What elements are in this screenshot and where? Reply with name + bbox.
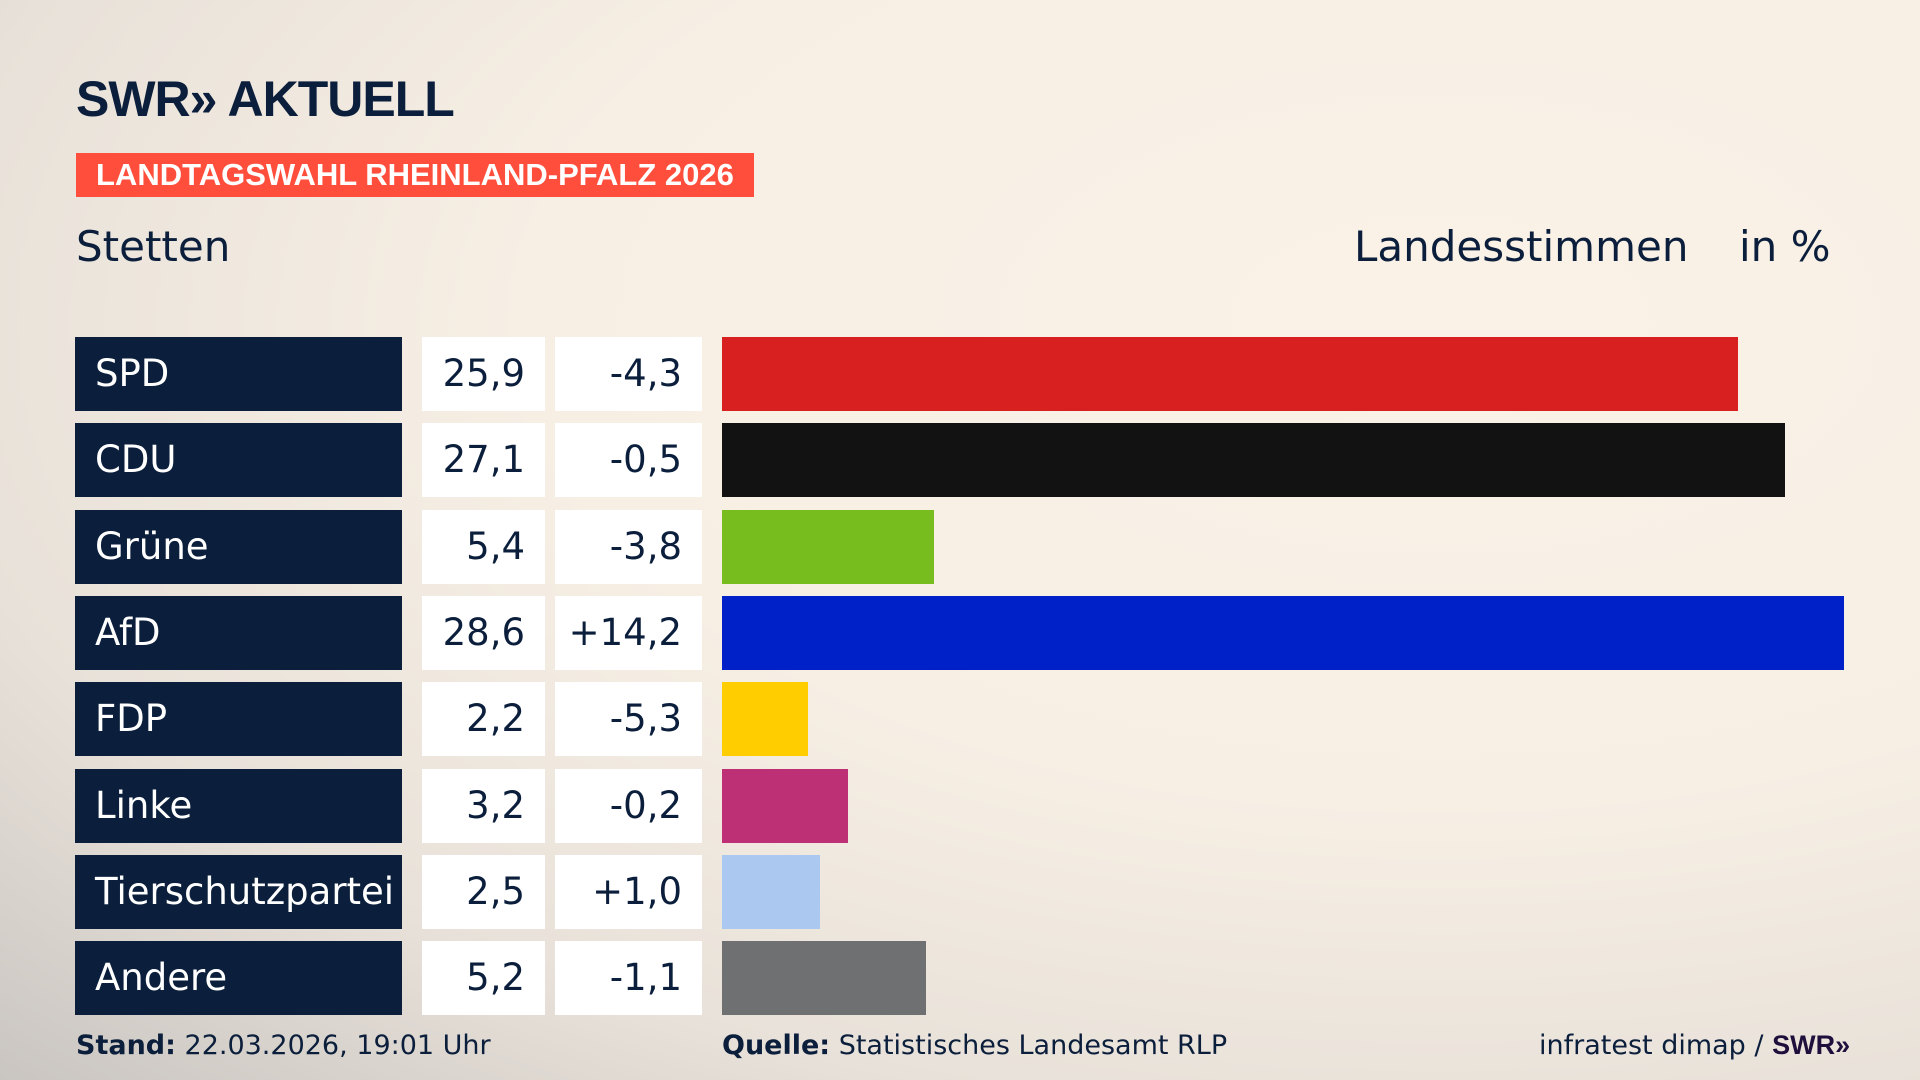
party-bar [722, 768, 848, 843]
unit-label: in % [1739, 222, 1831, 271]
source-value: Statistisches Landesamt RLP [838, 1030, 1228, 1061]
party-change: +14,2 [555, 595, 702, 670]
source-label: Quelle: [722, 1030, 831, 1061]
party-name: Tierschutzpartei [75, 854, 402, 929]
party-bar [722, 423, 1786, 498]
party-name: CDU [75, 423, 402, 498]
party-name: Linke [75, 768, 402, 843]
party-value: 27,1 [422, 423, 545, 498]
swr-aktuell-logo: SWR» AKTUELL [76, 71, 455, 127]
party-name: Grüne [75, 509, 402, 584]
party-name: FDP [75, 682, 402, 757]
party-change: +1,0 [555, 854, 702, 929]
party-value: 5,2 [422, 941, 545, 1016]
party-change: -3,8 [555, 509, 702, 584]
party-change: -0,2 [555, 768, 702, 843]
party-bar [722, 595, 1844, 670]
swr-logo: SWR» [1772, 1030, 1851, 1060]
stand-value: 22.03.2026, 19:01 Uhr [184, 1030, 491, 1061]
party-value: 3,2 [422, 768, 545, 843]
timestamp: Stand: 22.03.2026, 19:01 Uhr [76, 1030, 491, 1061]
party-bar [722, 854, 821, 929]
party-bar [722, 941, 926, 1016]
party-change: -4,3 [555, 337, 702, 411]
source: Quelle: Statistisches Landesamt RLP [722, 1030, 1227, 1061]
party-name: SPD [75, 337, 402, 411]
party-bar [722, 682, 809, 757]
measure-label: Landesstimmen [1354, 222, 1689, 271]
stand-label: Stand: [76, 1030, 176, 1061]
party-change: -5,3 [555, 682, 702, 757]
credit: infratest dimap / SWR» [1539, 1030, 1850, 1061]
location-title: Stetten [76, 222, 231, 271]
party-change: -0,5 [555, 423, 702, 498]
party-name: Andere [75, 941, 402, 1016]
party-bar [722, 509, 934, 584]
election-badge: LANDTAGSWAHL RHEINLAND-PFALZ 2026 [76, 153, 754, 197]
party-value: 2,2 [422, 682, 545, 757]
party-name: AfD [75, 595, 402, 670]
party-value: 28,6 [422, 595, 545, 670]
party-change: -1,1 [555, 941, 702, 1016]
credit-text: infratest dimap / [1539, 1030, 1764, 1061]
party-value: 5,4 [422, 509, 545, 584]
party-bar [722, 337, 1739, 411]
party-value: 2,5 [422, 854, 545, 929]
party-value: 25,9 [422, 337, 545, 411]
